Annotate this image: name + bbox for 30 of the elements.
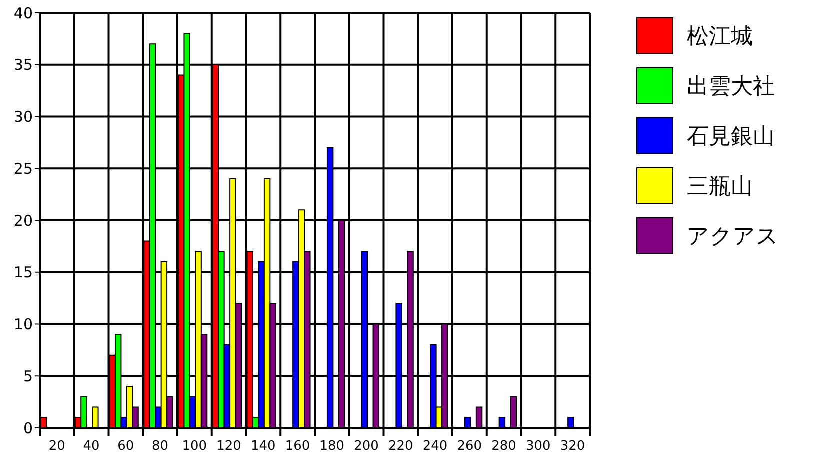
y-tick-label: 5	[23, 367, 33, 386]
y-tick-label: 20	[14, 212, 33, 230]
x-tick-label: 280	[492, 439, 516, 454]
x-tick-label: 260	[457, 439, 482, 454]
y-tick-label: 40	[14, 4, 33, 22]
x-tick-label: 120	[216, 439, 242, 454]
x-tick-label: 220	[388, 439, 414, 454]
x-tick-label: 240	[422, 439, 448, 454]
y-tick-label: 0	[23, 419, 33, 438]
y-tick-label: 30	[14, 108, 33, 126]
legend-label: 三瓶山	[687, 174, 753, 200]
x-tick-label: 160	[285, 439, 310, 454]
legend-label: 出雲大社	[687, 74, 775, 100]
y-tick-label: 10	[14, 316, 33, 334]
legend-label: 松江城	[687, 24, 753, 50]
x-tick-label: 80	[152, 439, 169, 454]
x-tick-label: 40	[83, 439, 100, 454]
x-tick-label: 200	[354, 439, 379, 454]
y-tick-label: 25	[14, 160, 33, 178]
y-tick-label: 35	[14, 56, 33, 74]
x-tick-label: 100	[182, 439, 208, 454]
x-tick-label: 320	[560, 439, 586, 454]
legend-label: アクアス	[687, 224, 779, 250]
x-tick-label: 20	[48, 439, 66, 454]
x-tick-label: 60	[118, 439, 134, 454]
y-tick-label: 15	[14, 264, 33, 282]
x-tick-label: 300	[526, 439, 551, 454]
legend-label: 石見銀山	[687, 124, 775, 150]
x-tick-label: 140	[251, 439, 276, 454]
x-tick-label: 180	[320, 439, 345, 454]
